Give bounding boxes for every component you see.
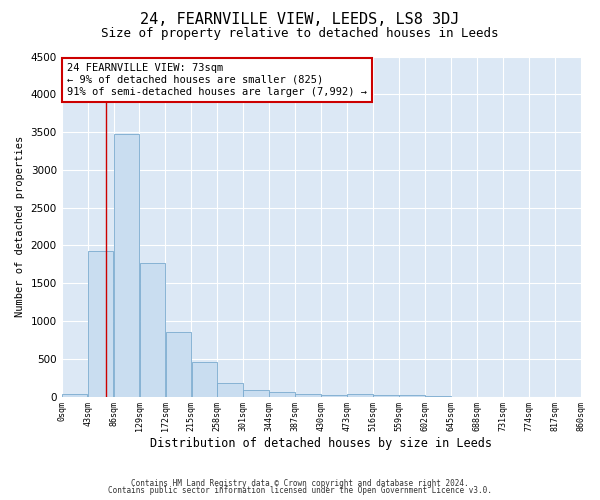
Bar	[62, 394, 88, 396]
Bar	[191, 362, 217, 396]
Text: Size of property relative to detached houses in Leeds: Size of property relative to detached ho…	[101, 28, 499, 40]
Text: 24, FEARNVILLE VIEW, LEEDS, LS8 3DJ: 24, FEARNVILLE VIEW, LEEDS, LS8 3DJ	[140, 12, 460, 28]
Bar	[347, 394, 373, 396]
Bar	[399, 395, 425, 396]
Text: Contains HM Land Registry data © Crown copyright and database right 2024.: Contains HM Land Registry data © Crown c…	[131, 478, 469, 488]
Bar	[295, 394, 321, 396]
Bar	[166, 332, 191, 396]
Bar	[114, 134, 139, 396]
Text: Contains public sector information licensed under the Open Government Licence v3: Contains public sector information licen…	[108, 486, 492, 495]
Bar	[244, 390, 269, 396]
Bar	[373, 395, 399, 396]
X-axis label: Distribution of detached houses by size in Leeds: Distribution of detached houses by size …	[150, 437, 492, 450]
Bar	[140, 263, 165, 396]
Bar	[217, 384, 243, 396]
Bar	[321, 394, 347, 396]
Bar	[88, 252, 113, 396]
Text: 24 FEARNVILLE VIEW: 73sqm
← 9% of detached houses are smaller (825)
91% of semi-: 24 FEARNVILLE VIEW: 73sqm ← 9% of detach…	[67, 64, 367, 96]
Y-axis label: Number of detached properties: Number of detached properties	[15, 136, 25, 317]
Bar	[269, 392, 295, 396]
